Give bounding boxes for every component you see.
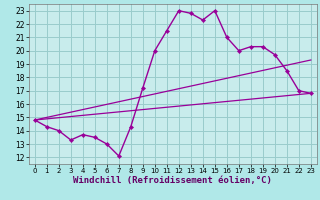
X-axis label: Windchill (Refroidissement éolien,°C): Windchill (Refroidissement éolien,°C) <box>73 176 272 185</box>
